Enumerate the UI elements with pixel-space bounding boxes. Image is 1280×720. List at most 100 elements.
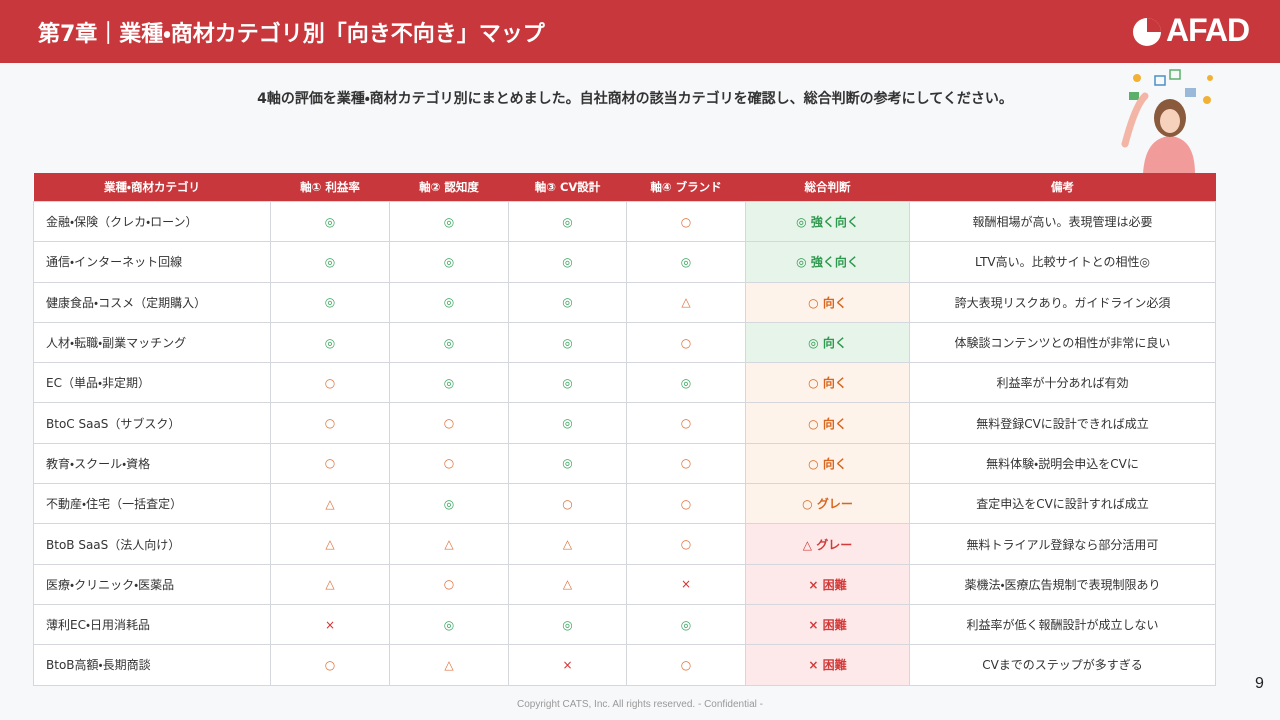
- verdict-cell: ◎ 強く向く: [745, 200, 910, 243]
- rating-cell: ◎: [508, 281, 627, 323]
- verdict-cell: ○ 向く: [745, 442, 910, 485]
- verdict-cell: × 困難: [745, 563, 910, 605]
- verdict-cell: × 困難: [745, 603, 910, 646]
- logo: AFAD: [1166, 12, 1250, 48]
- rating-cell: ○: [626, 200, 746, 243]
- note-cell: 誇大表現リスクあり。ガイドライン必須: [909, 281, 1216, 323]
- category-cell: BtoC SaaS（サブスク）: [33, 402, 271, 444]
- verdict-cell: ○ 向く: [745, 362, 910, 404]
- page-number: 9: [1255, 675, 1264, 692]
- rating-cell: ○: [626, 644, 746, 686]
- rating-cell: △: [270, 523, 390, 565]
- table-row: 人材・転職・副業マッチング ◎ ◎ ◎ ○ ◎ 向く 体験談コンテンツとの相性が非常に良い: [33, 321, 1216, 364]
- table-row: 金融・保険（クレカ・ローン） ◎ ◎ ◎ ○ ◎ 強く向く 報酬相場が高い。表現管理は必要: [33, 200, 1216, 243]
- rating-cell: ◎: [270, 200, 390, 243]
- table-row: BtoC SaaS（サブスク） ○ ○ ◎ ○ ○ 向く 無料登録CVに設計できれば成立: [33, 402, 1216, 444]
- rating-cell: ×: [270, 603, 390, 646]
- category-cell: BtoB SaaS（法人向け）: [33, 523, 271, 565]
- table-row: 教育・スクール・資格 ○ ○ ◎ ○ ○ 向く 無料体験・説明会申込をCVに: [33, 442, 1216, 485]
- rating-cell: ◎: [508, 362, 627, 404]
- note-cell: 無料トライアル登録なら部分活用可: [909, 523, 1216, 565]
- rating-cell: ○: [626, 483, 746, 525]
- rating-cell: ◎: [508, 321, 627, 364]
- rating-cell: ◎: [389, 241, 509, 283]
- rating-cell: △: [626, 281, 746, 323]
- rating-cell: ○: [389, 563, 509, 605]
- category-cell: 通信・インターネット回線: [33, 241, 271, 283]
- rating-cell: ○: [389, 442, 509, 485]
- rating-cell: ◎: [626, 603, 746, 646]
- rating-cell: △: [508, 563, 627, 605]
- note-cell: 利益率が低く報酬設計が成立しない: [909, 603, 1216, 646]
- note-cell: 利益率が十分あれば有効: [909, 362, 1216, 404]
- column-header: 業種・商材カテゴリ: [33, 173, 271, 202]
- rating-cell: ◎: [270, 241, 390, 283]
- rating-cell: △: [270, 483, 390, 525]
- verdict-cell: ○ 向く: [745, 402, 910, 444]
- header-bar: 第7章｜業種・商材カテゴリ別「向き不向き」マップ AFAD: [0, 0, 1280, 63]
- rating-cell: ◎: [508, 200, 627, 243]
- rating-cell: ○: [508, 483, 627, 525]
- category-cell: 教育・スクール・資格: [33, 442, 271, 485]
- column-header: 備考: [909, 173, 1216, 202]
- rating-cell: ○: [270, 442, 390, 485]
- rating-cell: △: [270, 563, 390, 605]
- note-cell: 体験談コンテンツとの相性が非常に良い: [909, 321, 1216, 364]
- verdict-cell: ○ グレー: [745, 483, 910, 525]
- footer: Copyright CATS, Inc. All rights reserved…: [516, 699, 764, 710]
- note-cell: 薬機法・医療広告規制で表現制限あり: [909, 563, 1216, 605]
- rating-cell: ○: [270, 644, 390, 686]
- rating-cell: ◎: [389, 281, 509, 323]
- rating-cell: ○: [270, 402, 390, 444]
- rating-cell: ○: [389, 402, 509, 444]
- verdict-cell: △ グレー: [745, 523, 910, 565]
- rating-cell: ◎: [389, 321, 509, 364]
- rating-cell: ◎: [389, 483, 509, 525]
- rating-cell: ×: [626, 563, 746, 605]
- column-header: 軸④ ブランド: [626, 173, 746, 202]
- rating-cell: ◎: [270, 321, 390, 364]
- verdict-cell: ◎ 強く向く: [745, 241, 910, 283]
- rating-cell: ◎: [389, 200, 509, 243]
- category-cell: BtoB高額・長期商談: [33, 644, 271, 686]
- column-header: 総合判断: [745, 173, 910, 202]
- category-cell: EC（単品・非定期）: [33, 362, 271, 404]
- subtitle: 4軸の評価を業種・商材カテゴリ別にまとめました。自社商材の該当カテゴリを確認し、…: [257, 91, 1013, 107]
- logo-icon: [1133, 18, 1161, 46]
- category-cell: 医療・クリニック・医薬品: [33, 563, 271, 605]
- fit-table: 業種・商材カテゴリ 軸① 利益率 軸② 認知度 軸③ CV設計 軸④ ブランド 総合判断備…: [33, 173, 1216, 686]
- rating-cell: ◎: [270, 281, 390, 323]
- rating-cell: ◎: [626, 241, 746, 283]
- table-row: 不動産・住宅（一括査定） △ ◎ ○ ○ ○ グレー 査定申込をCVに設計すれば成立: [33, 483, 1216, 525]
- verdict-cell: × 困難: [745, 644, 910, 686]
- rating-cell: ◎: [508, 442, 627, 485]
- rating-cell: ◎: [508, 241, 627, 283]
- verdict-cell: ○ 向く: [745, 281, 910, 323]
- table-row: 健康食品・コスメ（定期購入） ◎ ◎ ◎ △ ○ 向く 誇大表現リスクあり。ガイドライン必須: [33, 281, 1216, 323]
- note-cell: LTV高い。比較サイトとの相性◎: [909, 241, 1216, 283]
- rating-cell: △: [508, 523, 627, 565]
- table-row: 薄利EC・日用消耗品 × ◎ ◎ ◎ × 困難 利益率が低く報酬設計が成立しない: [33, 603, 1216, 646]
- note-cell: CVまでのステップが多すぎる: [909, 644, 1216, 686]
- rating-cell: ◎: [626, 362, 746, 404]
- column-header: 軸① 利益率: [270, 173, 390, 202]
- verdict-cell: ◎ 向く: [745, 321, 910, 364]
- rating-cell: ○: [626, 442, 746, 485]
- rating-cell: △: [389, 523, 509, 565]
- rating-cell: ○: [626, 523, 746, 565]
- category-cell: 健康食品・コスメ（定期購入）: [33, 281, 271, 323]
- note-cell: 報酬相場が高い。表現管理は必要: [909, 200, 1216, 243]
- category-cell: 人材・転職・副業マッチング: [33, 321, 271, 364]
- rating-cell: ◎: [389, 362, 509, 404]
- note-cell: 無料体験・説明会申込をCVに: [909, 442, 1216, 485]
- category-cell: 不動産・住宅（一括査定）: [33, 483, 271, 525]
- note-cell: 査定申込をCVに設計すれば成立: [909, 483, 1216, 525]
- category-cell: 金融・保険（クレカ・ローン）: [33, 200, 271, 243]
- note-cell: 無料登録CVに設計できれば成立: [909, 402, 1216, 444]
- rating-cell: ◎: [508, 402, 627, 444]
- rating-cell: ◎: [508, 603, 627, 646]
- column-header: 軸③ CV設計: [508, 173, 627, 202]
- table-row: EC（単品・非定期） ○ ◎ ◎ ◎ ○ 向く 利益率が十分あれば有効: [33, 362, 1216, 404]
- header-title: 第7章｜業種・商材カテゴリ別「向き不向き」マップ: [38, 22, 545, 47]
